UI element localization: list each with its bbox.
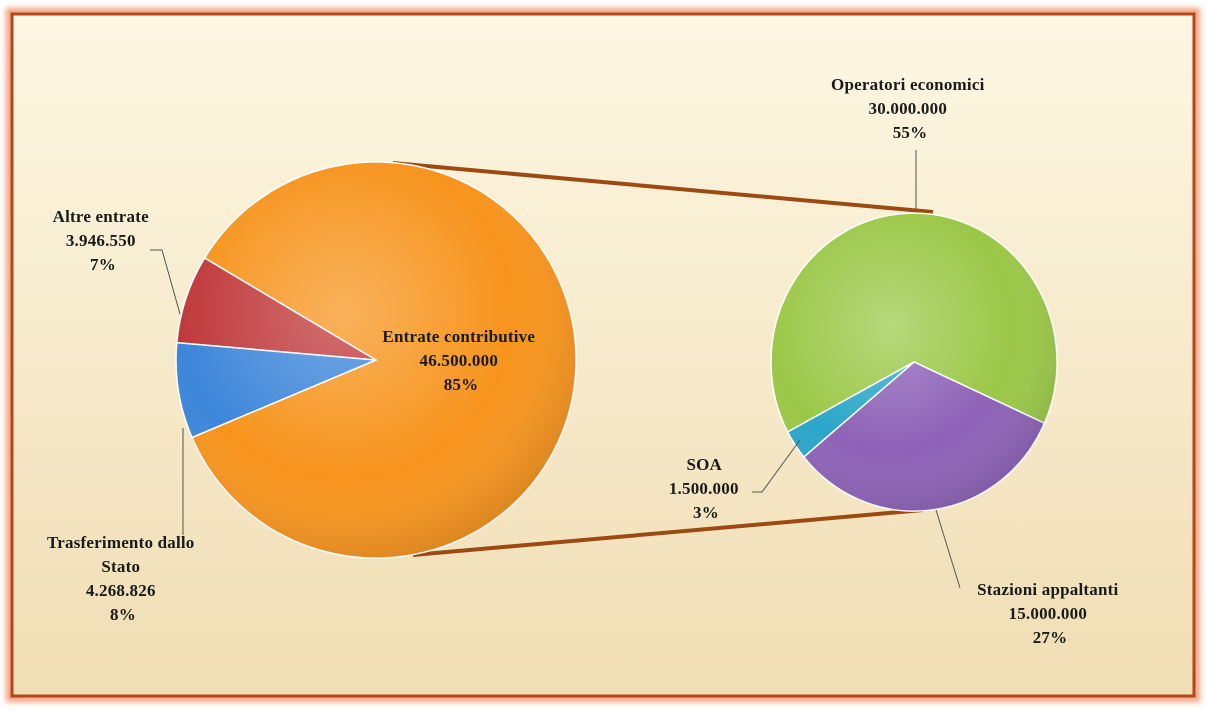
secondary-pie: [770, 212, 1058, 512]
data-label-soa: SOA 1.500.000 3%: [669, 455, 743, 522]
data-label-trasferimento-dallo-stato: Trasferimento dallo Stato 4.268.826 8%: [47, 533, 199, 624]
data-label-entrate-contributive: Entrate contributive 46.500.000 85%: [382, 327, 539, 394]
data-label-operatori-economici: Operatori economici 30.000.000 55%: [831, 75, 989, 142]
leader-line-altre-entrate: [150, 249, 181, 315]
data-label-altre-entrate: Altre entrate 3.946.550 7%: [53, 207, 154, 274]
frame-glow: [6, 8, 1200, 702]
data-label-stazioni-appaltanti: Stazioni appaltanti 15.000.000 27%: [977, 580, 1123, 647]
main-pie: [175, 161, 577, 559]
leader-line-stazioni: [935, 509, 961, 589]
leader-line-soa: [752, 439, 801, 493]
